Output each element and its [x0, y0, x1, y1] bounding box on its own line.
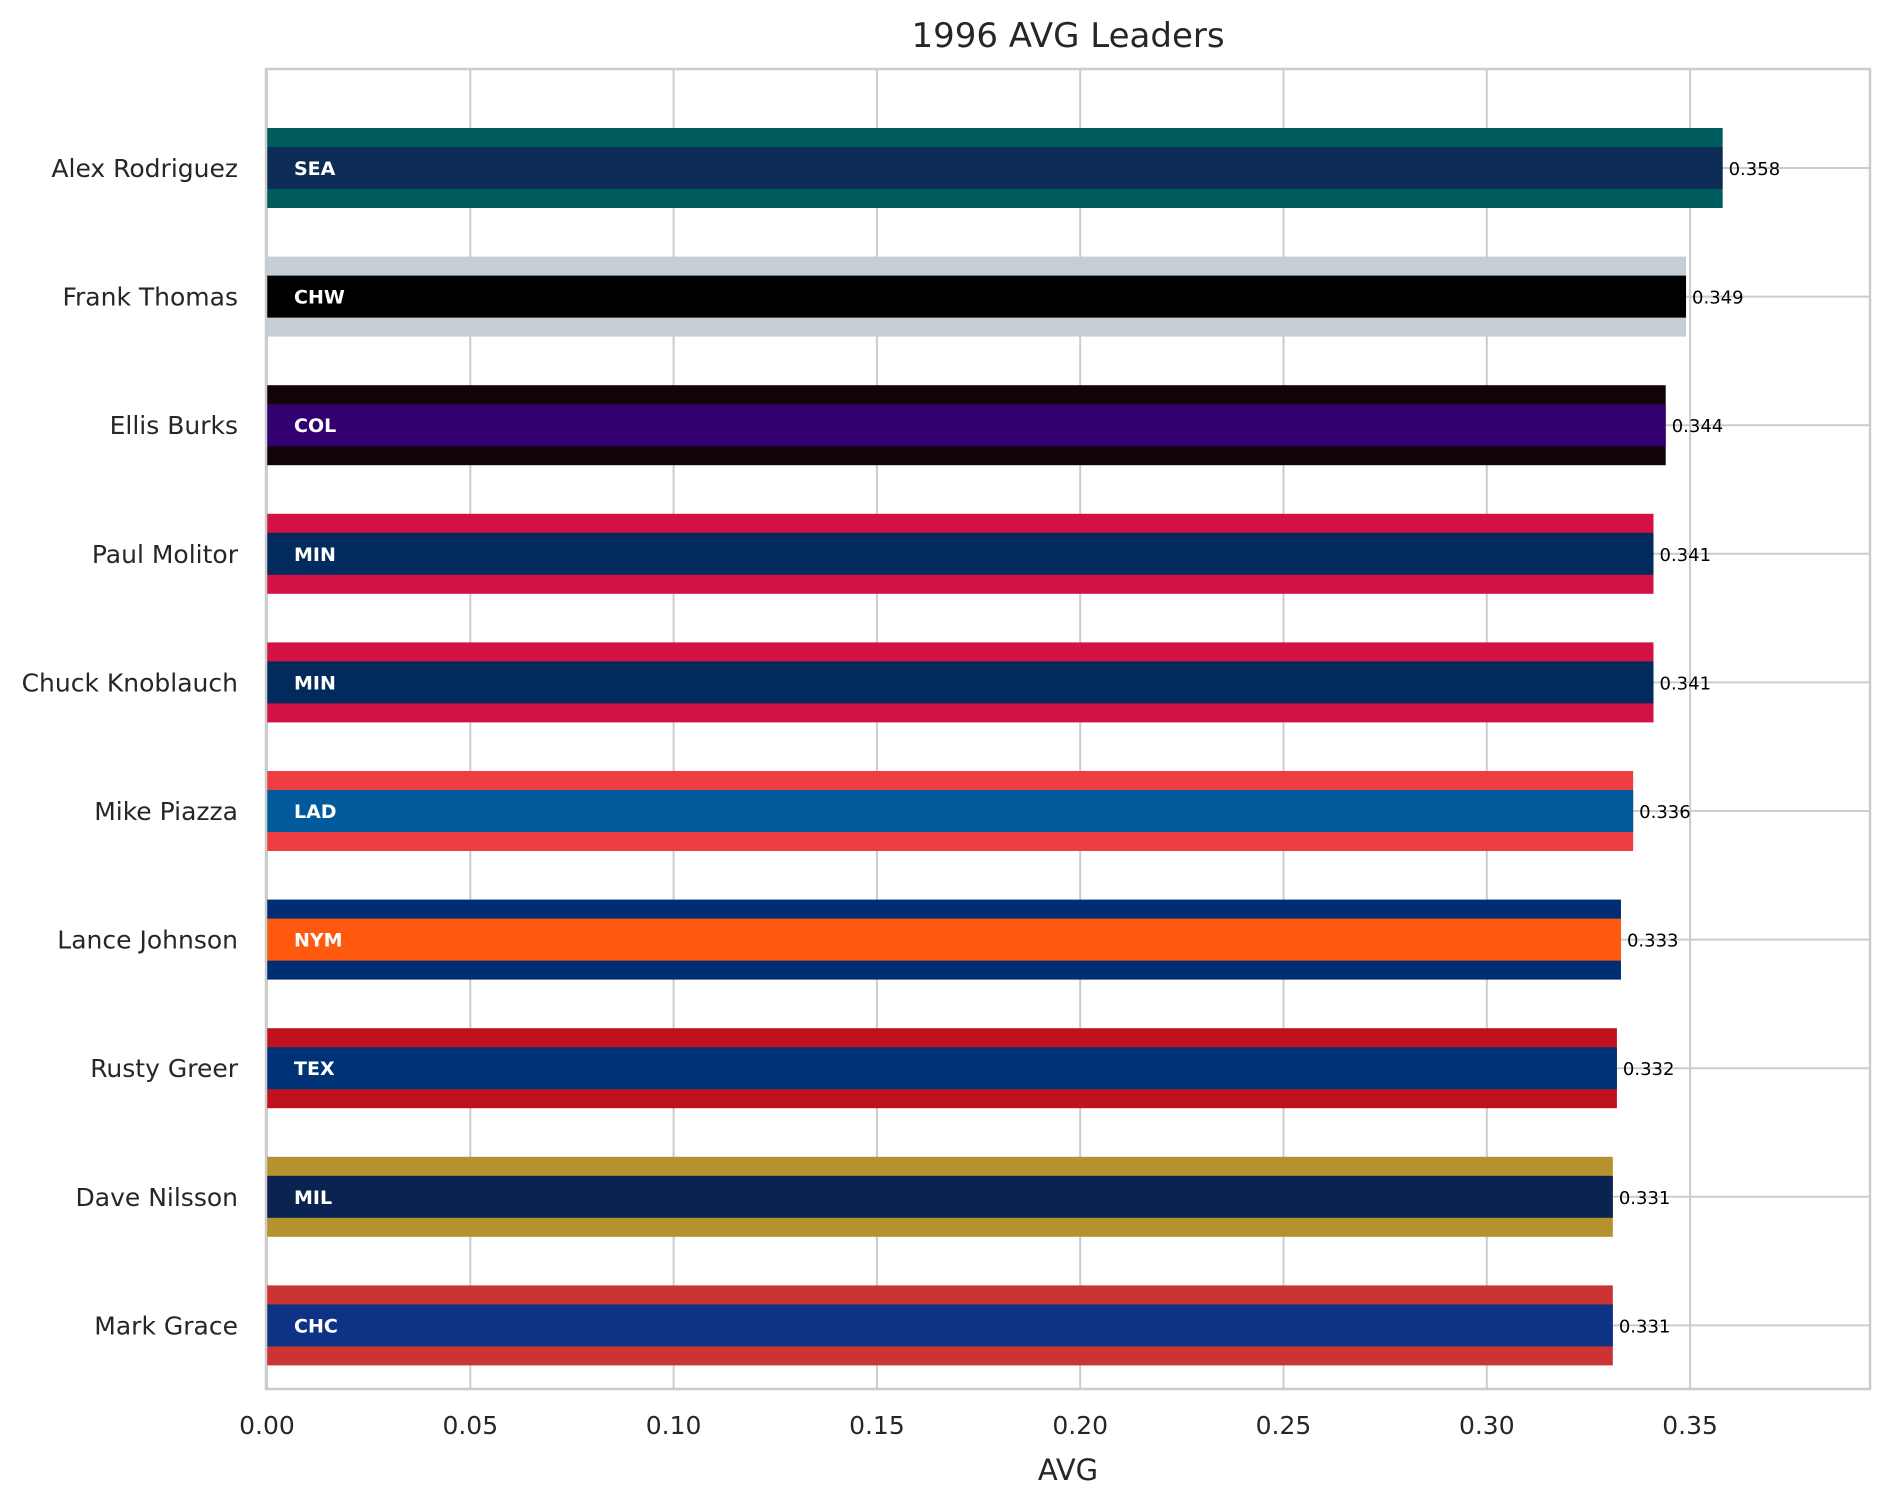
- x-tick-label: 0.00: [239, 1411, 295, 1440]
- y-tick-label: Ellis Burks: [110, 411, 238, 440]
- x-axis-label: AVG: [1038, 1453, 1098, 1487]
- x-tick-label: 0.10: [646, 1411, 702, 1440]
- x-tick-label: 0.05: [442, 1411, 498, 1440]
- value-label: 0.341: [1660, 673, 1712, 694]
- bar-inner: [267, 1304, 1613, 1347]
- labels: 0.00 0.05 0.10 0.15 0.20 0.25 0.30 0.35 SEA 0.358…: [22, 154, 1781, 1440]
- x-tick-label: 0.25: [1256, 1411, 1312, 1440]
- x-tick-label: 0.30: [1459, 1411, 1515, 1440]
- bar-inner: [267, 532, 1654, 575]
- y-tick-label: Dave Nilsson: [76, 1183, 238, 1212]
- bar-inner: [267, 1047, 1617, 1090]
- bar-inner: [267, 661, 1654, 704]
- team-label: SEA: [294, 158, 336, 180]
- bar-inner: [267, 1175, 1613, 1218]
- bars: [267, 128, 1723, 1366]
- team-label: TEX: [294, 1058, 335, 1080]
- bar-inner: [267, 147, 1723, 189]
- value-label: 0.331: [1619, 1316, 1671, 1337]
- team-label: CHW: [294, 287, 345, 309]
- team-label: CHC: [294, 1315, 338, 1337]
- y-tick-label: Rusty Greer: [90, 1054, 239, 1083]
- bar-inner: [267, 275, 1687, 318]
- y-tick-label: Chuck Knoblauch: [22, 668, 238, 697]
- team-label: MIN: [294, 544, 336, 566]
- team-label: LAD: [294, 801, 337, 823]
- y-tick-label: Frank Thomas: [62, 283, 238, 312]
- y-tick-label: Paul Molitor: [92, 540, 239, 569]
- y-tick-label: Lance Johnson: [57, 926, 238, 955]
- value-label: 0.341: [1660, 545, 1712, 566]
- x-tick-label: 0.15: [849, 1411, 905, 1440]
- x-tick-label: 0.35: [1662, 1411, 1718, 1440]
- team-label: MIL: [294, 1187, 332, 1209]
- x-tick-label: 0.20: [1052, 1411, 1108, 1440]
- y-tick-label: Mark Grace: [94, 1311, 238, 1340]
- bar-inner: [267, 404, 1666, 447]
- chart-title: 1996 AVG Leaders: [911, 16, 1224, 56]
- value-label: 0.358: [1729, 159, 1781, 180]
- value-label: 0.336: [1639, 802, 1691, 823]
- value-label: 0.333: [1627, 931, 1679, 952]
- value-label: 0.331: [1619, 1188, 1671, 1209]
- team-label: COL: [294, 415, 336, 437]
- team-label: NYM: [294, 930, 343, 952]
- y-tick-label: Alex Rodriguez: [51, 154, 238, 183]
- team-label: MIN: [294, 672, 336, 694]
- value-label: 0.349: [1692, 288, 1744, 309]
- plot-frame: [264, 67, 1872, 1391]
- value-label: 0.344: [1672, 416, 1724, 437]
- y-tick-label: Mike Piazza: [94, 797, 238, 826]
- bar-inner: [267, 790, 1634, 832]
- value-label: 0.332: [1623, 1059, 1675, 1080]
- bar-inner: [267, 918, 1621, 961]
